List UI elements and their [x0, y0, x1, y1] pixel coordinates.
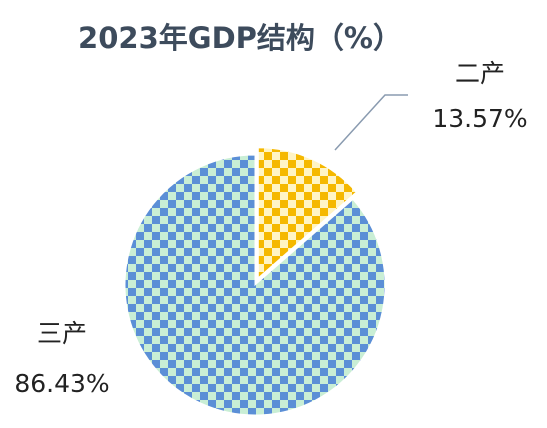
category-label: 二产	[455, 59, 505, 88]
value-label: 86.43%	[14, 369, 109, 398]
pie-slice	[257, 147, 357, 279]
chart-title: 2023年GDP结构（%）	[78, 21, 402, 55]
leader-line	[334, 94, 408, 151]
pie-slice	[124, 154, 386, 416]
value-label: 13.57%	[432, 104, 527, 133]
category-label: 三产	[37, 319, 87, 348]
